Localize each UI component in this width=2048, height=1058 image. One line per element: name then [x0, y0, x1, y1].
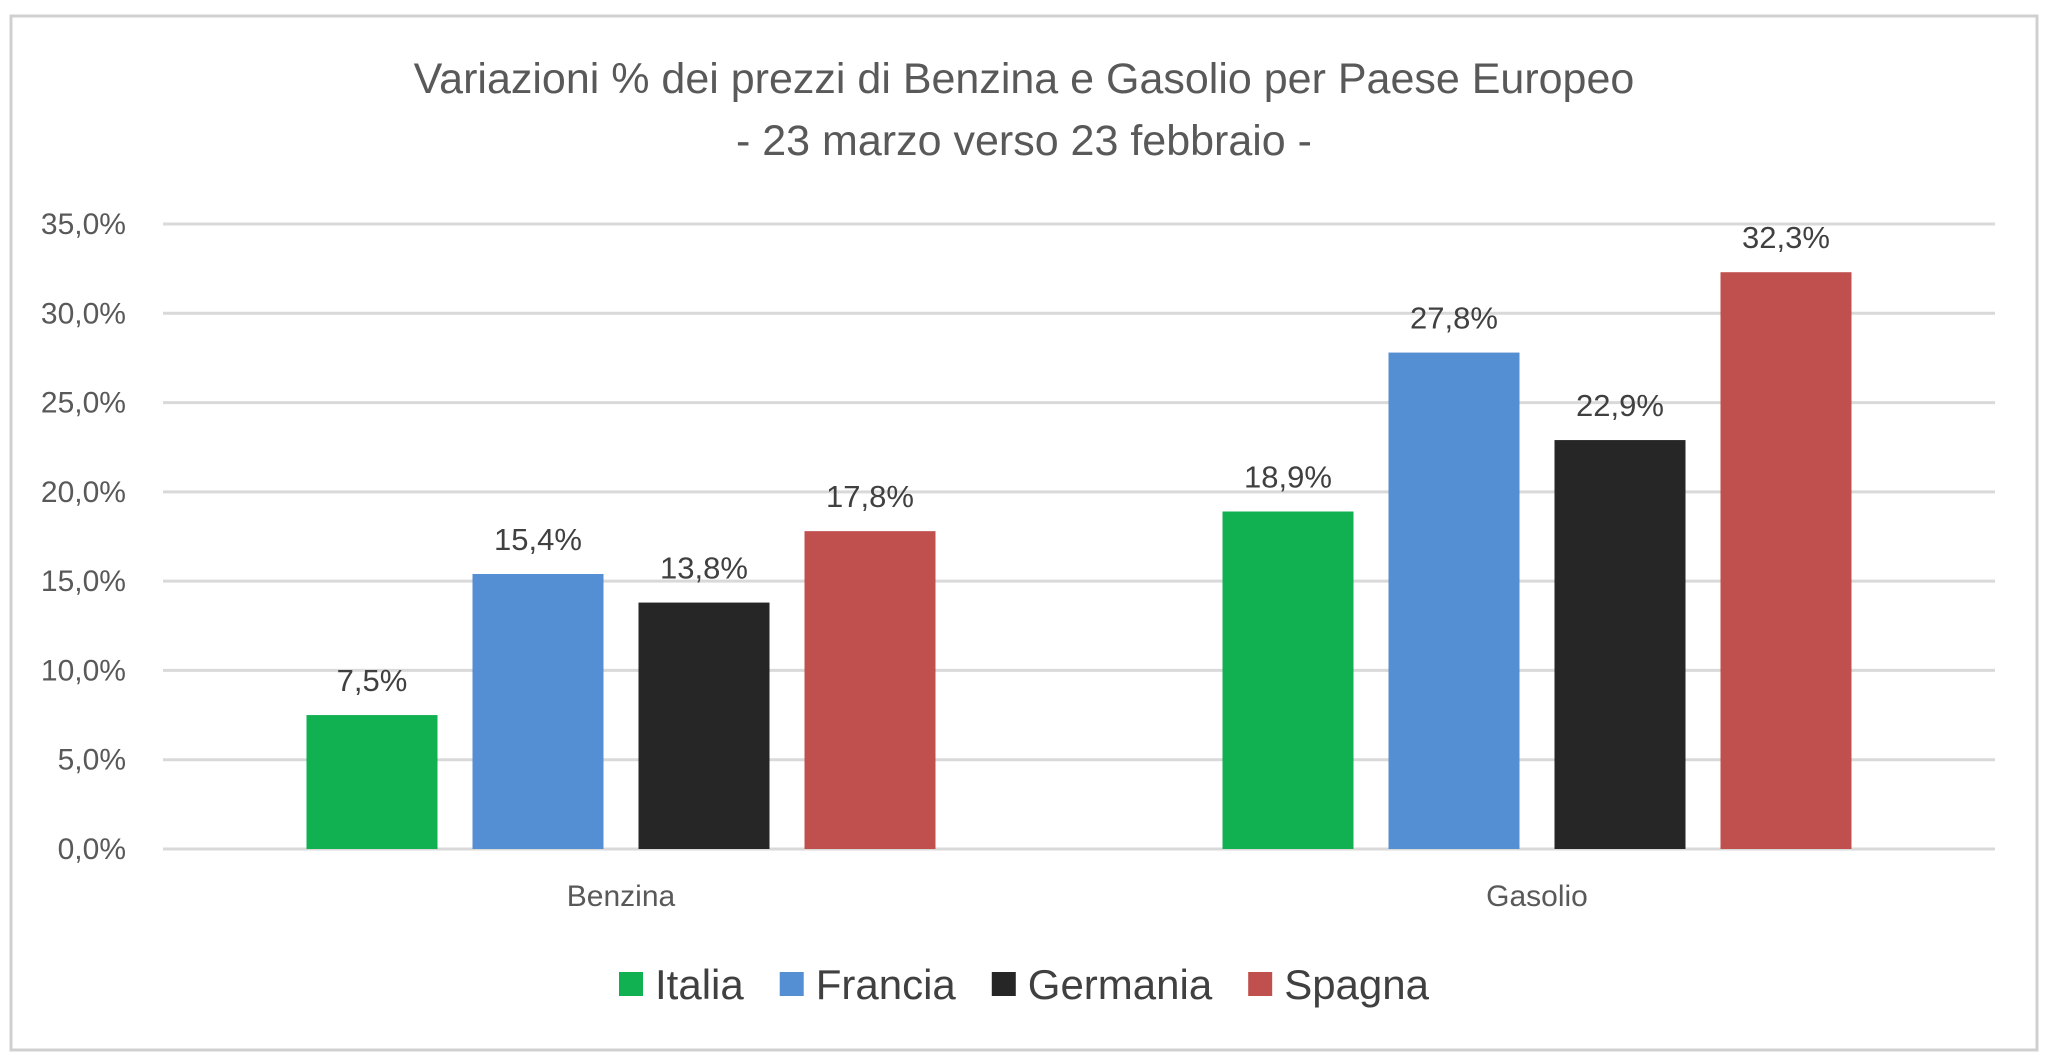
data-label: 22,9%: [1576, 388, 1664, 423]
bar-italia-benzina: [306, 715, 438, 849]
legend-swatch-francia: [779, 972, 804, 996]
bar-francia-gasolio: [1388, 352, 1520, 849]
legend-label: Italia: [655, 961, 744, 1008]
y-tick-label: 0,0%: [58, 833, 126, 866]
data-labels: 7,5% 15,4% 13,8% 17,8% 18,9% 27,8% 22,9% 32,3%: [337, 220, 1830, 698]
bar-spagna-benzina: [804, 531, 936, 849]
data-label: 7,5%: [337, 663, 408, 698]
bar-italia-gasolio: [1222, 511, 1354, 849]
legend-swatch-italia: [619, 972, 643, 996]
bar-germania-gasolio: [1554, 440, 1686, 849]
data-label: 27,8%: [1410, 301, 1498, 336]
bar-spagna-gasolio: [1720, 272, 1852, 849]
y-tick-label: 30,0%: [41, 297, 126, 330]
bar-germania-benzina: [638, 602, 770, 849]
y-axis-ticks: 0,0% 5,0% 10,0% 15,0% 20,0% 25,0% 30,0% 35,0%: [41, 208, 126, 866]
legend: Italia Francia Germania Spagna: [619, 961, 1430, 1008]
legend-label: Francia: [816, 961, 957, 1008]
data-label: 15,4%: [494, 522, 582, 557]
chart-subtitle: - 23 marzo verso 23 febbraio -: [736, 117, 1312, 165]
legend-swatch-spagna: [1248, 972, 1273, 996]
y-tick-label: 10,0%: [41, 654, 126, 687]
legend-swatch-germania: [991, 972, 1016, 996]
legend-label: Germania: [1028, 961, 1213, 1008]
data-label: 13,8%: [660, 551, 748, 586]
x-category-label: Gasolio: [1486, 880, 1588, 913]
y-tick-label: 25,0%: [41, 387, 126, 420]
bars: [306, 272, 1852, 849]
chart-frame: [9, 14, 2039, 1052]
data-label: 17,8%: [826, 479, 914, 514]
data-label: 32,3%: [1742, 220, 1830, 255]
legend-label: Spagna: [1284, 961, 1429, 1008]
bar-francia-benzina: [472, 574, 604, 849]
data-label: 18,9%: [1244, 460, 1332, 495]
y-tick-label: 5,0%: [58, 744, 126, 777]
gridlines: [163, 222, 1995, 851]
y-tick-label: 35,0%: [41, 208, 126, 241]
y-tick-label: 15,0%: [41, 565, 126, 598]
x-axis-categories: Benzina Gasolio: [567, 880, 1588, 913]
x-category-label: Benzina: [567, 880, 676, 913]
chart-title: Variazioni % dei prezzi di Benzina e Gas…: [414, 55, 1635, 103]
y-tick-label: 20,0%: [41, 476, 126, 509]
